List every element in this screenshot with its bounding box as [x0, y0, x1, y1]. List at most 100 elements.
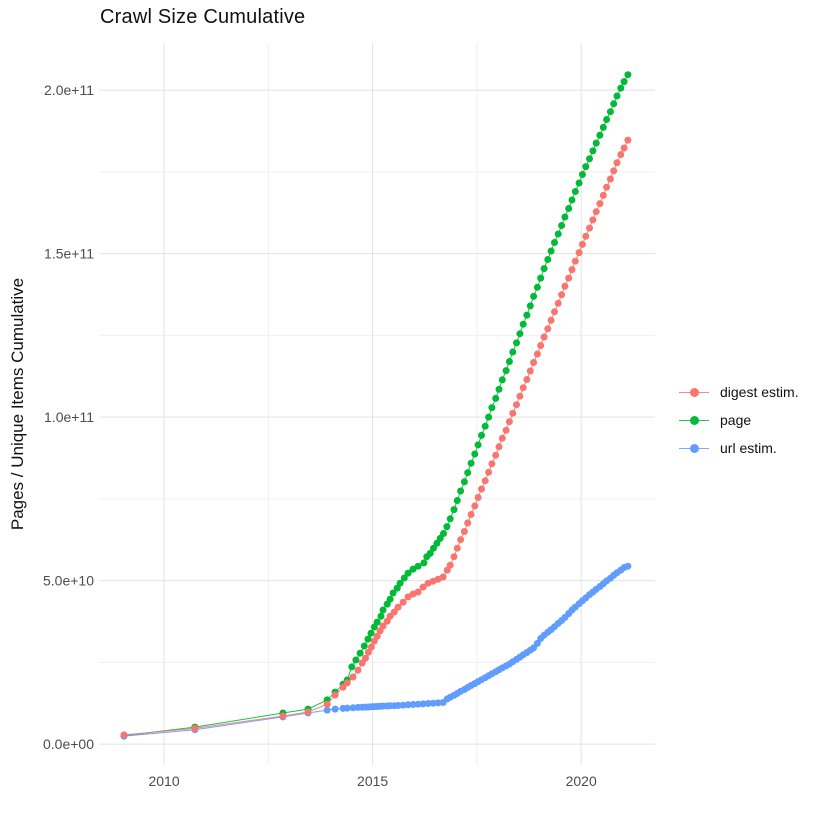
series-point-url-estim-: [424, 700, 432, 707]
y-axis-title: Pages / Unique Items Cumulative: [8, 277, 27, 531]
series-point-page: [389, 589, 397, 597]
series-point-digest-estim-: [599, 191, 607, 199]
series-point-page: [467, 459, 475, 467]
series-point-digest-estim-: [485, 468, 493, 476]
series-point-page: [551, 239, 558, 246]
series-point-digest-estim-: [568, 266, 576, 274]
series-point-url-estim-: [394, 702, 402, 709]
series-point-digest-estim-: [505, 418, 513, 426]
series-point-page: [474, 441, 482, 449]
series-point-digest-estim-: [343, 679, 351, 687]
series-point-digest-estim-: [530, 359, 538, 366]
legend-key-dot-line-icon: [679, 414, 709, 426]
series-point-digest-estim-: [394, 603, 402, 611]
legend-key-dot-line-icon: [679, 442, 709, 454]
series-point-digest-estim-: [446, 561, 454, 569]
series-point-page: [433, 539, 441, 547]
series-line-url-estim-: [123, 565, 629, 737]
series-point-page: [453, 497, 461, 504]
series-point-digest-estim-: [533, 350, 541, 358]
series-point-digest-estim-: [492, 451, 500, 459]
series-point-digest-estim-: [331, 691, 339, 699]
series-point-page: [513, 339, 520, 347]
series-point-page: [613, 92, 621, 100]
series-point-digest-estim-: [419, 583, 427, 591]
series-point-page: [414, 562, 422, 570]
series-point-digest-estim-: [488, 460, 496, 468]
series-point-digest-estim-: [120, 731, 128, 739]
series-point-digest-estim-: [617, 151, 625, 158]
legend: digest estim. page url estim.: [679, 378, 799, 462]
series-point-page: [440, 530, 447, 537]
series-point-url-estim-: [409, 701, 417, 708]
series-point-url-estim-: [414, 700, 422, 708]
x-tick-label: 2015: [357, 773, 388, 789]
chart-title: Crawl Size Cumulative: [100, 6, 306, 28]
series-point-url-estim-: [434, 699, 442, 707]
series-point-page: [356, 649, 364, 657]
series-point-digest-estim-: [603, 183, 611, 191]
series-point-digest-estim-: [457, 536, 465, 544]
series-point-digest-estim-: [339, 683, 347, 691]
series-point-digest-estim-: [610, 167, 618, 175]
series-point-page: [516, 330, 524, 338]
series-point-digest-estim-: [279, 712, 287, 720]
y-tick-label: 1.5e+11: [44, 246, 94, 262]
series-point-digest-estim-: [349, 673, 357, 681]
series-point-page: [596, 131, 604, 139]
series-point-page: [481, 422, 489, 430]
series-point-page: [505, 358, 513, 365]
series-point-page: [544, 256, 552, 263]
series-point-digest-estim-: [450, 553, 458, 561]
series-point-page: [352, 656, 360, 664]
y-tick-label: 1.0e+11: [44, 409, 94, 425]
series-point-digest-estim-: [478, 485, 485, 493]
series-point-page: [420, 559, 428, 567]
series-point-url-estim-: [399, 701, 407, 709]
series-point-digest-estim-: [620, 144, 628, 152]
series-point-page: [471, 450, 479, 458]
series-line-digest-estim-: [123, 139, 629, 736]
series-point-page: [571, 188, 579, 195]
series-point-digest-estim-: [586, 224, 593, 232]
series-point-digest-estim-: [481, 477, 489, 485]
series-point-digest-estim-: [596, 200, 604, 208]
series-point-digest-estim-: [191, 724, 199, 732]
series-point-digest-estim-: [364, 648, 372, 656]
series-point-digest-estim-: [544, 325, 552, 333]
series-point-page: [478, 431, 485, 439]
series-point-url-estim-: [533, 639, 541, 647]
series-point-digest-estim-: [575, 249, 583, 257]
legend-item-digest-estim: digest estim.: [679, 378, 799, 406]
series-point-page: [586, 155, 593, 163]
series-point-page: [446, 515, 454, 523]
y-tick-label: 5.0e+10: [43, 573, 94, 589]
series-point-page: [377, 612, 385, 620]
series-point-digest-estim-: [453, 544, 461, 552]
legend-label: url estim.: [720, 440, 777, 456]
series-point-page: [404, 569, 412, 577]
series-point-page: [575, 179, 583, 187]
legend-item-page: page: [679, 406, 799, 434]
series-point-page: [554, 230, 562, 238]
series-point-digest-estim-: [592, 208, 600, 216]
series-point-page: [400, 574, 408, 582]
series-point-page: [436, 534, 444, 542]
series-point-digest-estim-: [358, 659, 366, 667]
series-point-digest-estim-: [582, 232, 590, 240]
series-point-digest-estim-: [362, 654, 369, 662]
series-point-url-estim-: [349, 704, 357, 712]
series-point-page: [606, 108, 614, 116]
series-point-page: [610, 100, 618, 108]
legend-key-dot-line-icon: [679, 386, 709, 398]
legend-label: digest estim.: [720, 384, 799, 400]
series-point-page: [526, 302, 534, 310]
series-point-digest-estim-: [502, 426, 510, 434]
series-point-digest-estim-: [304, 708, 312, 716]
series-point-page: [495, 385, 503, 393]
series-point-digest-estim-: [464, 519, 472, 527]
series-point-page: [426, 549, 434, 557]
legend-item-url-estim: url estim.: [679, 434, 799, 462]
